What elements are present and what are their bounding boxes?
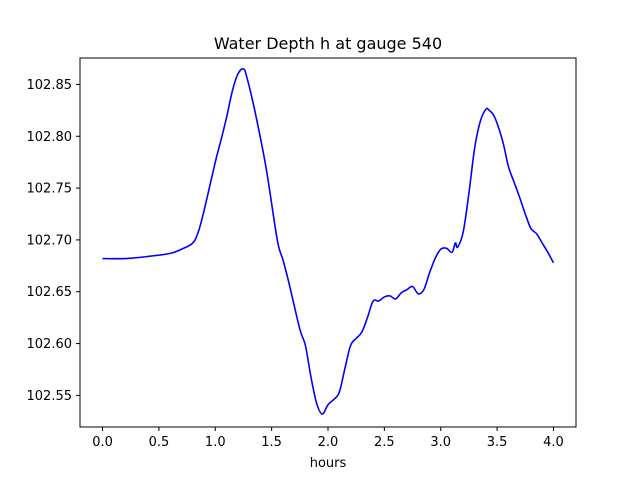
x-tick-label: 3.0 (430, 435, 451, 450)
x-tick-label: 3.5 (487, 435, 508, 450)
y-axis: 102.55 102.60 102.65 102.70 102.75 102.80 102.… (27, 78, 80, 404)
y-tick-label: 102.70 (27, 233, 73, 248)
series-line (102, 68, 555, 415)
x-tick-label: 2.5 (374, 435, 395, 450)
x-axis: 0.0 0.5 1.0 1.5 2.0 2.5 3.0 3.5 4.0 (92, 427, 564, 450)
x-tick-label: 1.0 (205, 435, 226, 450)
y-tick-label: 102.80 (27, 130, 73, 145)
x-tick-label: 2.0 (318, 435, 339, 450)
chart-title: Water Depth h at gauge 540 (214, 34, 442, 53)
x-axis-label: hours (310, 456, 347, 471)
y-tick-label: 102.55 (27, 389, 73, 404)
y-tick-label: 102.85 (27, 78, 73, 93)
x-tick-label: 0.5 (149, 435, 170, 450)
x-tick-label: 1.5 (261, 435, 282, 450)
plot-area (79, 57, 577, 428)
y-tick-label: 102.65 (27, 285, 73, 300)
x-tick-label: 0.0 (92, 435, 113, 450)
x-tick-label: 4.0 (543, 435, 564, 450)
y-tick-label: 102.75 (27, 182, 73, 197)
y-tick-label: 102.60 (27, 337, 73, 352)
